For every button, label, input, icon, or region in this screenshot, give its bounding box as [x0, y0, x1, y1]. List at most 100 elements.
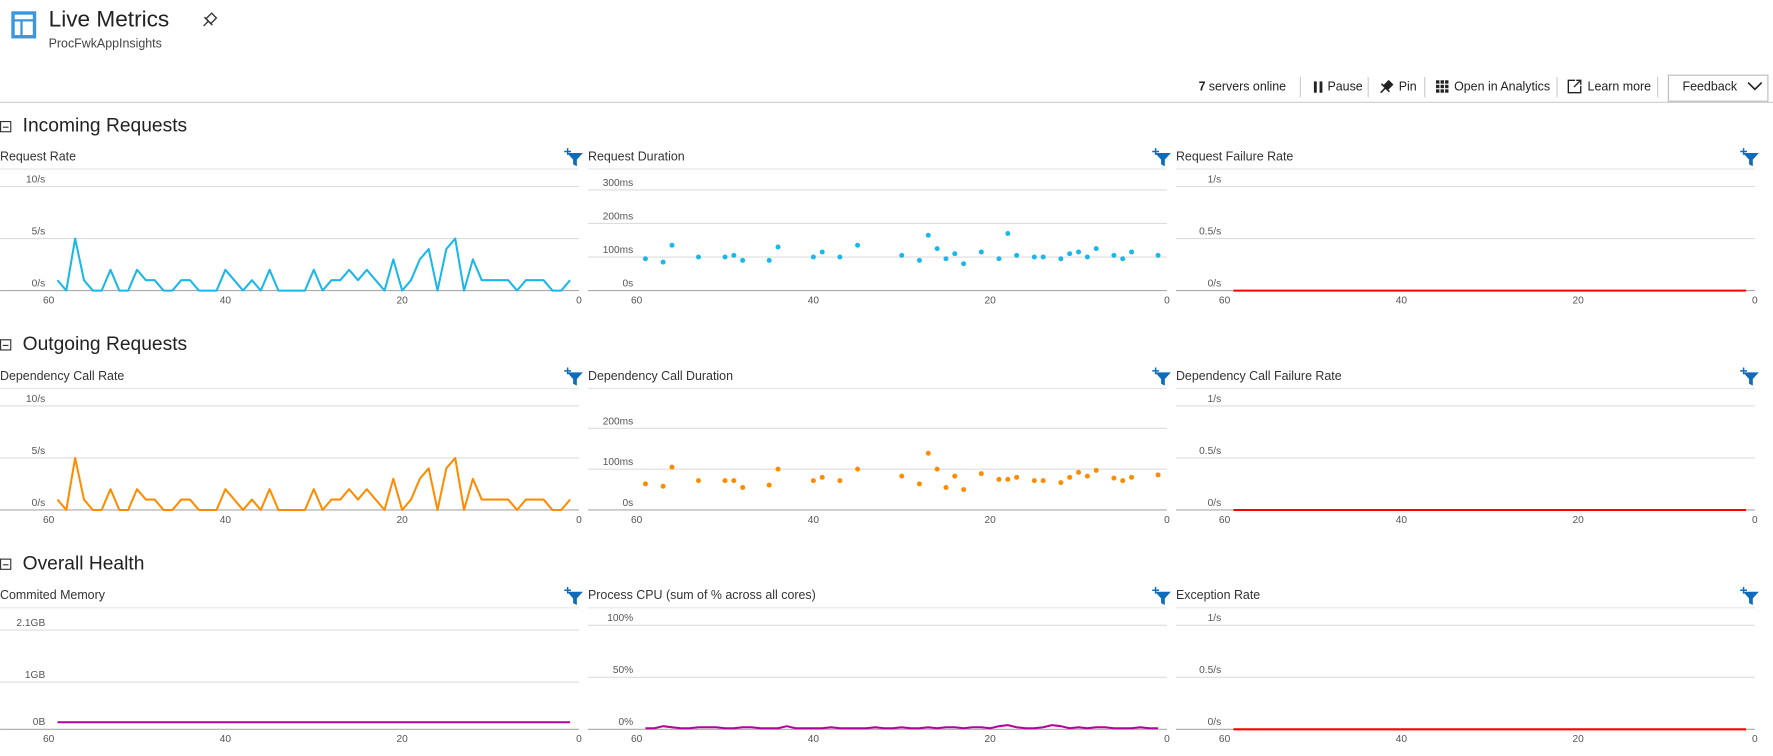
x-tick-label: 60: [631, 515, 643, 526]
data-point: [1014, 252, 1020, 258]
data-point: [952, 473, 958, 479]
data-point: [695, 254, 701, 260]
y-tick-label: 1GB: [25, 670, 46, 681]
y-tick-label: 0.5/s: [1199, 446, 1221, 457]
y-tick-label: 0/s: [1208, 717, 1222, 728]
x-tick-label: 0: [1752, 295, 1758, 306]
x-tick-label: 40: [220, 734, 232, 745]
y-tick-label: 10/s: [26, 174, 45, 185]
collapse-toggle[interactable]: [0, 558, 12, 570]
data-point: [695, 478, 701, 484]
data-point: [740, 257, 746, 263]
filter-button[interactable]: [564, 148, 583, 167]
open-in-analytics-button[interactable]: Open in Analytics: [1436, 79, 1550, 93]
feedback-label: Feedback: [1683, 79, 1738, 93]
y-tick-label: 0s: [622, 278, 633, 289]
x-tick-label: 60: [1219, 734, 1231, 745]
chart-title: Commited Memory: [0, 588, 106, 602]
data-point: [1005, 231, 1011, 237]
data-point: [1031, 254, 1037, 260]
data-point: [810, 254, 816, 260]
data-point: [1058, 256, 1064, 262]
filter-button[interactable]: [1740, 148, 1759, 167]
x-tick-label: 20: [985, 295, 997, 306]
data-point: [899, 252, 905, 258]
data-point: [961, 261, 967, 267]
data-point: [660, 259, 666, 265]
y-tick-label: 100%: [607, 613, 633, 624]
data-point: [766, 482, 772, 488]
data-point: [1031, 478, 1037, 484]
filter-button[interactable]: [1152, 586, 1171, 605]
y-tick-label: 0/s: [1208, 498, 1222, 509]
data-point: [642, 256, 648, 262]
x-tick-label: 60: [1219, 515, 1231, 526]
filter-button[interactable]: [564, 367, 583, 386]
data-point: [1084, 254, 1090, 260]
filter-button[interactable]: [1152, 367, 1171, 386]
y-tick-label: 100ms: [603, 457, 633, 468]
feedback-dropdown[interactable]: Feedback: [1667, 74, 1769, 102]
data-point: [660, 483, 666, 489]
x-tick-label: 20: [1572, 734, 1584, 745]
x-tick-label: 60: [631, 734, 643, 745]
data-point: [943, 485, 949, 491]
x-tick-label: 60: [43, 734, 55, 745]
x-tick-label: 40: [1396, 295, 1408, 306]
data-point: [978, 249, 984, 255]
y-tick-label: 0s: [622, 498, 633, 509]
section-title: Outgoing Requests: [23, 334, 188, 355]
data-point: [837, 254, 843, 260]
pause-button[interactable]: Pause: [1313, 79, 1363, 93]
data-point: [996, 476, 1002, 482]
y-tick-label: 300ms: [603, 178, 633, 189]
x-tick-label: 20: [1572, 295, 1584, 306]
section-title: Incoming Requests: [23, 116, 188, 137]
x-tick-label: 0: [576, 295, 582, 306]
data-point: [722, 254, 728, 260]
filter-button[interactable]: [1740, 586, 1759, 605]
section-title: Overall Health: [23, 553, 145, 574]
pin-label: Pin: [1399, 79, 1417, 93]
y-tick-label: 5/s: [32, 446, 46, 457]
chart-title: Exception Rate: [1176, 588, 1260, 602]
data-point: [1155, 252, 1161, 258]
y-tick-label: 1/s: [1208, 613, 1222, 624]
data-point: [819, 249, 825, 255]
filter-button[interactable]: [1740, 367, 1759, 386]
data-point: [766, 257, 772, 263]
data-point: [1155, 472, 1161, 478]
filter-button[interactable]: [564, 586, 583, 605]
data-point: [1040, 254, 1046, 260]
y-tick-label: 200ms: [603, 416, 633, 427]
learn-more-link[interactable]: Learn more: [1567, 79, 1651, 94]
data-point: [837, 478, 843, 484]
data-point: [731, 252, 737, 258]
series-line: [56, 456, 571, 511]
x-tick-label: 40: [808, 515, 820, 526]
data-point: [1067, 251, 1073, 257]
x-tick-label: 40: [1396, 734, 1408, 745]
y-tick-label: 200ms: [603, 211, 633, 222]
data-point: [996, 256, 1002, 262]
data-point: [1093, 467, 1099, 473]
x-tick-label: 0: [1164, 295, 1170, 306]
pin-button[interactable]: Pin: [1377, 78, 1417, 96]
x-tick-label: 60: [43, 295, 55, 306]
data-point: [1093, 246, 1099, 252]
x-tick-label: 20: [397, 515, 409, 526]
data-point: [1058, 480, 1064, 486]
data-point: [925, 232, 931, 238]
data-point: [775, 244, 781, 250]
data-point: [1129, 249, 1135, 255]
data-point: [934, 466, 940, 472]
data-point: [925, 450, 931, 456]
y-tick-label: 0.5/s: [1199, 665, 1221, 676]
servers-count: 7: [1199, 79, 1206, 93]
filter-button[interactable]: [1152, 148, 1171, 167]
pin-blade-button[interactable]: [200, 12, 218, 30]
data-point: [855, 242, 861, 248]
data-point: [740, 485, 746, 491]
chart-title: Process CPU (sum of % across all cores): [588, 588, 816, 602]
